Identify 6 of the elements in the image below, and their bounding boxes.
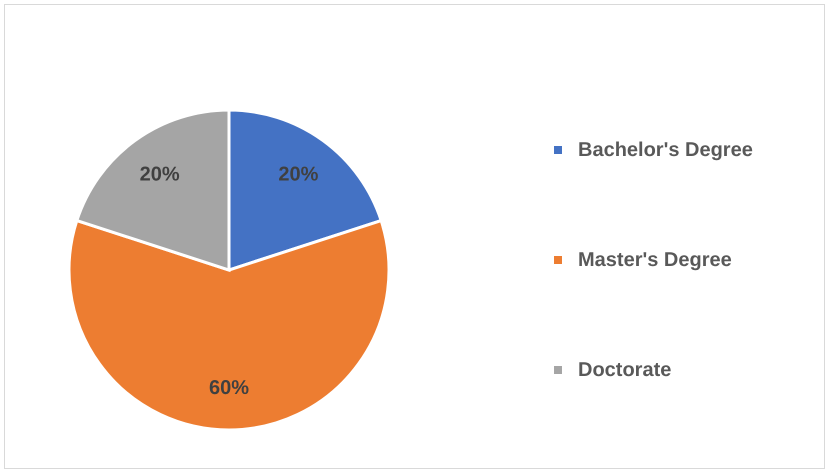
legend-label: Master's Degree — [578, 249, 732, 271]
legend-label: Doctorate — [578, 359, 672, 381]
legend-label: Bachelor's Degree — [578, 139, 753, 161]
data-label: 20% — [278, 164, 319, 186]
data-label: 60% — [208, 377, 250, 399]
data-label: 20% — [140, 164, 180, 186]
